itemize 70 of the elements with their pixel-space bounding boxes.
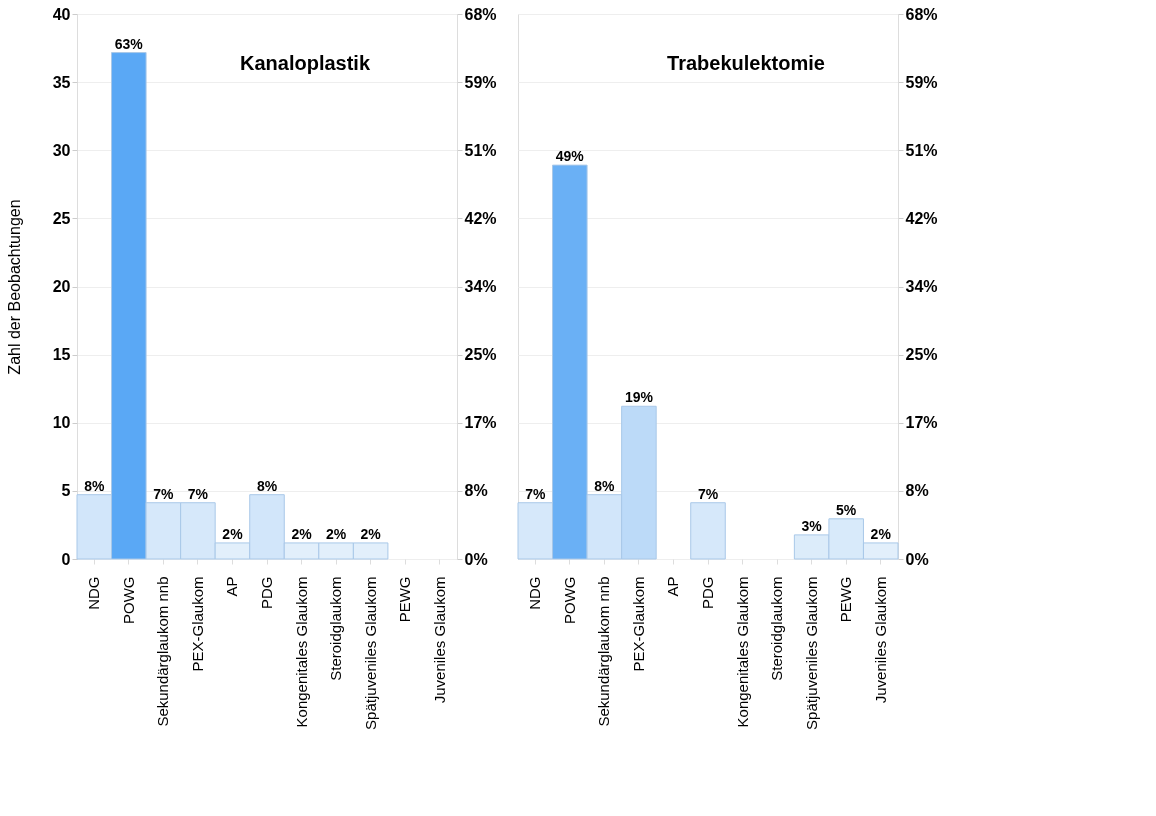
data-label: 2% <box>360 525 382 542</box>
y2-tick-label: 8% <box>464 482 488 500</box>
y2-tick-label: 17% <box>464 414 497 432</box>
x-tick-label: Kongenitales Glaukom <box>292 576 310 728</box>
data-label: 7% <box>697 485 719 502</box>
data-label: 7% <box>153 485 175 502</box>
y2-tick-label: 59% <box>464 73 497 91</box>
y-tick-label: 15 <box>52 346 71 364</box>
y-tick-label: 20 <box>52 278 71 295</box>
y2-tick-label: 0% <box>464 550 488 568</box>
y2-tick-label: 68% <box>464 5 497 23</box>
y2-tick-label: 51% <box>464 141 497 159</box>
y2-tick-label: 8% <box>905 482 929 500</box>
y2-tick-label: 17% <box>905 414 938 432</box>
y2-tick-label: 34% <box>905 278 938 295</box>
data-label: 63% <box>114 35 144 52</box>
data-label: 7% <box>525 485 546 502</box>
x-tick-label: PEX-Glaukom <box>629 576 647 672</box>
y-tick-label: 25 <box>52 209 71 227</box>
x-tick-label: Sekundärglaukom nnb <box>154 576 172 727</box>
x-tick-label: Kongenitales Glaukom <box>733 576 751 728</box>
text: Trabekulektomie <box>667 52 825 74</box>
y-tick-label: 40 <box>52 5 71 23</box>
y2-tick-label: 59% <box>905 73 938 91</box>
data-label: 8% <box>594 477 616 494</box>
data-label: 2% <box>325 525 347 542</box>
x-tick-label: Sekundärglaukom nnb <box>595 576 613 727</box>
data-label: 5% <box>836 501 857 518</box>
y2-tick-label: 0% <box>905 550 929 568</box>
x-tick-label: POWG <box>560 576 578 624</box>
y2-tick-label: 42% <box>464 209 497 227</box>
x-tick-label: Juveniles Glaukom <box>871 576 889 704</box>
y-tick-label: 35 <box>52 73 71 91</box>
x-tick-label: PEX-Glaukom <box>188 576 206 672</box>
x-tick-label: PDG <box>699 576 716 610</box>
data-label: 7% <box>187 485 209 502</box>
x-tick-label: Steroidglaukom <box>327 576 345 681</box>
x-tick-label: POWG <box>119 576 137 624</box>
text: Kanaloplastik <box>239 52 371 74</box>
y-axis-title: Zahl der Beobachtungen <box>5 199 23 375</box>
data-label: 2% <box>870 525 892 542</box>
y2-tick-label: 42% <box>905 209 938 227</box>
y2-tick-label: 25% <box>464 346 497 364</box>
y-tick-label: 5 <box>61 482 71 500</box>
data-label: 3% <box>801 517 823 534</box>
x-tick-label: PDG <box>258 576 275 610</box>
y2-tick-label: 68% <box>905 5 938 23</box>
y-tick-label: 30 <box>52 141 71 159</box>
y2-tick-label: 34% <box>464 278 497 295</box>
data-label: 2% <box>222 525 244 542</box>
data-label: 19% <box>624 389 654 406</box>
x-tick-label: NDG <box>85 576 103 610</box>
x-tick-label: Spätjuveniles Glaukom <box>361 576 379 730</box>
x-tick-label: Steroidglaukom <box>768 576 786 681</box>
x-tick-label: NDG <box>526 576 544 610</box>
x-tick-label: Juveniles Glaukom <box>430 576 448 704</box>
bar <box>690 502 726 560</box>
x-tick-label: AP <box>664 576 682 597</box>
data-label: 8% <box>256 477 278 494</box>
y-tick-label: 10 <box>52 414 71 432</box>
data-label: 49% <box>555 148 585 165</box>
x-tick-label: PEWG <box>837 576 855 623</box>
x-tick-label: PEWG <box>396 576 414 623</box>
y-tick-label: 0 <box>61 550 71 568</box>
y2-tick-label: 51% <box>905 141 938 159</box>
data-label: 8% <box>84 477 105 494</box>
data-label: 2% <box>291 525 313 542</box>
y2-tick-label: 25% <box>905 346 938 364</box>
x-tick-label: AP <box>223 576 241 597</box>
x-tick-label: Spätjuveniles Glaukom <box>802 576 820 730</box>
